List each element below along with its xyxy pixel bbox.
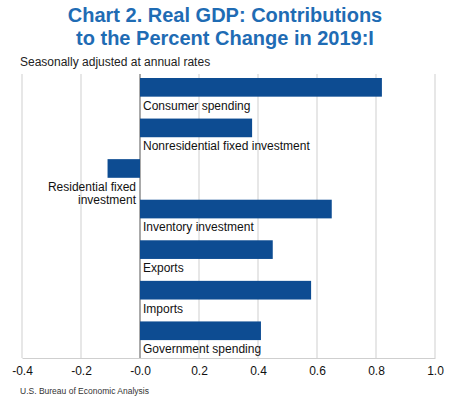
category-label: Imports xyxy=(143,302,183,316)
category-label: Exports xyxy=(143,261,184,275)
category-label: Consumer spending xyxy=(143,99,250,113)
axis-line xyxy=(23,358,436,359)
subtitle: Seasonally adjusted at annual rates xyxy=(20,55,210,69)
tick: 1.0 xyxy=(427,358,444,378)
tick-label: -0.0 xyxy=(130,364,151,378)
tick-label: 0.6 xyxy=(309,364,326,378)
bar xyxy=(140,240,273,259)
tick-label: 0.2 xyxy=(191,364,208,378)
tick: 0.8 xyxy=(368,358,385,378)
tick: 0.6 xyxy=(309,358,326,378)
source: U.S. Bureau of Economic Analysis xyxy=(20,386,149,396)
tick: -0.2 xyxy=(71,358,92,378)
tick: -0.4 xyxy=(12,358,33,378)
tick-label: 1.0 xyxy=(427,364,444,378)
tick-label: 0.8 xyxy=(368,364,385,378)
tick: -0.0 xyxy=(130,358,151,378)
bar xyxy=(140,119,252,138)
tick-label: -0.2 xyxy=(71,364,92,378)
bar xyxy=(140,321,261,340)
grid-line xyxy=(81,74,82,358)
tick-label: 0.4 xyxy=(250,364,267,378)
category-label: Residential fixedinvestment xyxy=(48,180,137,207)
category-labels: Consumer spending Nonresidential fixed in… xyxy=(48,99,310,356)
bar xyxy=(140,200,332,219)
category-label: Inventory investment xyxy=(143,220,254,234)
grid-line xyxy=(376,74,377,358)
category-label: Government spending xyxy=(143,342,261,356)
bar xyxy=(140,78,382,97)
grid xyxy=(22,74,435,358)
bar xyxy=(108,159,140,178)
category-label: Nonresidential fixed investment xyxy=(143,139,310,153)
tick: 0.2 xyxy=(191,358,208,378)
title: Chart 2. Real GDP: Contributionsto the P… xyxy=(68,4,382,49)
chart: Chart 2. Real GDP: Contributionsto the P… xyxy=(0,0,450,400)
x-axis: -0.4 -0.2 -0.0 0.2 0.4 0.6 0.8 1.0 xyxy=(12,358,444,378)
tick-label: -0.4 xyxy=(12,364,33,378)
grid-line xyxy=(22,74,23,358)
bar xyxy=(140,281,311,300)
tick: 0.4 xyxy=(250,358,267,378)
bars xyxy=(108,78,382,340)
grid-line xyxy=(435,74,436,358)
